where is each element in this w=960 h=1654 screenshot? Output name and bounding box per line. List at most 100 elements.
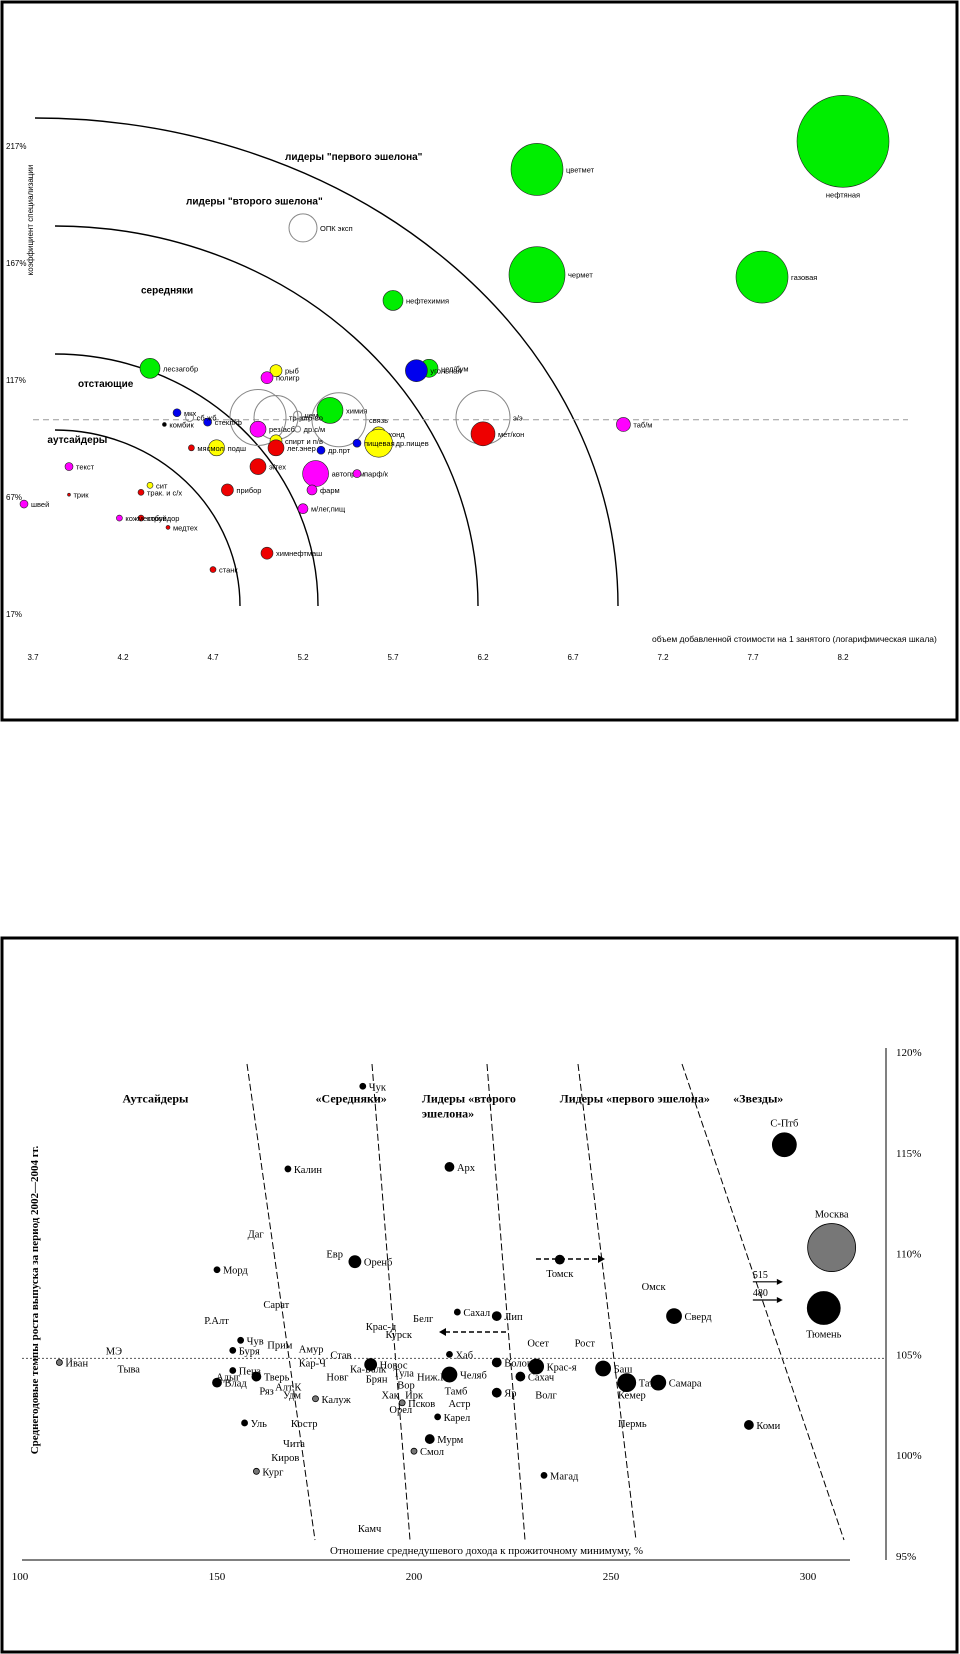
chart-2-point-label: Кар-Ч [299,1358,326,1369]
chart-1-point-подш [208,439,225,457]
chart-1-y-tick-label: 167% [6,259,26,268]
chart-1-point-label: сит [156,481,168,490]
chart-2-point-label: Мурм [437,1435,463,1446]
chart-1-point-label: швей [31,500,49,509]
chart-2-point-Самара [650,1374,667,1391]
chart-1-point-label: др.с/м [304,425,326,434]
chart-1-x-tick-label: 6.7 [567,653,579,662]
chart-2-y-tick-label: 100% [896,1450,922,1462]
chart-2-point-Баш [595,1360,612,1377]
chart-2-point-label: Омск [642,1282,667,1293]
chart-2-point-label: Белг [413,1314,434,1325]
chart-2-point-Тверь [251,1371,262,1382]
chart-2-ticks: 100 150 200 250 300 120% 115% 110% 105% 100% 95% [12,1047,922,1583]
chart-1-point-label: полигр [276,374,300,383]
chart-2-point-Арх [444,1162,455,1172]
chart-1-point-прибор [221,483,234,497]
chart-2-point-Сахал [453,1308,461,1316]
chart-1-arcs [33,117,908,607]
chart-2-point-label: Кург [262,1467,284,1478]
chart-1-point-лесзагобр [139,357,161,379]
chart-1-point-фарм [306,484,318,496]
chart-2-point-label: Морд [223,1266,248,1277]
chart-2-y-tick-label: 105% [896,1349,922,1361]
chart-2-x-axis-label: Отношение среднедушевого дохода к прожит… [330,1545,643,1557]
chart-2-point-label: Калуж [322,1395,352,1406]
chart-2-point-label: Чув [247,1336,264,1347]
chart-2-points: Чук С-Птб Калин Арх Москва Даг Морд Евр Оренб Том… [56,1082,857,1535]
chart-2-point-label: Орел [389,1405,412,1416]
chart-1-point-связь [311,392,367,448]
chart-2-group-label: Аутсайдеры [122,1091,189,1105]
chart-1-boundary-arc [54,225,479,607]
chart-2-point-label: Тыва [118,1365,141,1376]
chart-2-point-Сахач [515,1371,526,1382]
chart-1-ticks: 3.7 4.2 4.7 5.2 5.7 6.2 6.7 7.2 7.7 8.2 217% 167% 11… [6,142,849,662]
chart-1-point-label: лесзагобр [163,364,198,373]
chart-2-bands [22,1048,887,1561]
chart-2-point-label: Лип [504,1312,523,1323]
chart-1-point-label: мет/кон [498,430,524,439]
chart-1-point-label: м/лег,пищ [311,505,345,514]
chart-1-point-label: химнефтмаш [276,549,322,558]
chart-2-point-label: МЭ [106,1346,122,1357]
chart-2-point-Новос [364,1358,378,1371]
chart-1-point-label: ОПК эксп [320,224,353,233]
chart-2-point-Мурм [424,1434,435,1444]
chart-1-point-label: др.пищев [396,439,429,448]
chart-1-point-label: рыб [285,367,299,376]
chart-1-point-текст [64,462,74,471]
chart-1-point-label: прибор [236,486,261,495]
chart-2-point-label: Сверд [685,1312,713,1323]
chart-2-point-label: Баш [614,1365,633,1376]
chart-2-point-label: Сарат [263,1300,289,1311]
chart-2-point-Влад [212,1377,222,1388]
chart-1-point-label: мясмол [197,444,224,453]
chart-2-point-label: Кемер [618,1391,646,1402]
chart-2-point-label: Пенз [239,1367,261,1378]
chart-1-point-label: комбик [169,420,194,429]
chart-2-point-label: Курск [385,1330,412,1341]
chart-2-point-label: Р.Алт [204,1316,229,1327]
chart-2-point-Кург [252,1467,260,1475]
chart-2-annotation: 480 [753,1288,768,1299]
chart-2-point-label: Костр [291,1419,318,1430]
chart-1-point-label: текст [76,463,95,472]
chart-1-point-label: др.прт [328,446,351,455]
chart-1-group-label: лидеры "второго эшелона" [186,197,323,208]
chart-2-point-label: Арх [457,1163,476,1174]
chart-1-point-цем [293,410,303,420]
chart-2-point-label: Чук [369,1082,387,1093]
chart-1-points: нефтяная цветмет ОПК эксп чермет газовая нефт… [19,95,890,575]
chart-2-point-Магад [540,1471,548,1479]
chart-2-point-label: Тула [393,1369,414,1380]
chart-1-point-label: станк [219,566,238,575]
chart-2-point-Калуж [312,1395,319,1403]
chart-2-point-label: Буря [239,1346,260,1357]
chart-2-point-label: Брян [366,1375,388,1386]
chart-1-x-tick-label: 7.7 [747,653,759,662]
chart-1-x-axis-label: объем добавленной стоимости на 1 занятог… [652,634,937,644]
chart-1-point-стройдор [137,514,145,522]
chart-2-point-label: Став [330,1350,351,1361]
chart-2-point-label: Карел [444,1413,471,1424]
chart-1-x-tick-label: 4.2 [117,653,129,662]
chart-2-y-tick-label: 95% [896,1551,916,1563]
chart-2: Среднегодовые темпы роста выпуска за пер… [0,936,959,1654]
chart-2-point-label: Коми [756,1421,780,1432]
chart-2-point-label: Осет [527,1338,549,1349]
chart-2-point-Чук [359,1082,367,1090]
chart-2-point-label: Удм [283,1391,301,1402]
chart-1-point-таб-м [616,417,631,432]
chart-1-point-комбик [162,422,167,427]
chart-1-point-label: фарм [320,486,340,495]
chart-1-point-label: цем [305,411,319,420]
chart-1-point-лег-энер [267,439,285,457]
chart-1-point-э-тех [249,458,267,475]
chart-2-point-label: Крас-д [366,1322,397,1333]
chart-2-point-Чув [237,1336,245,1344]
chart-2-point-label: Чита [283,1439,305,1450]
chart-1-x-tick-label: 8.2 [837,653,849,662]
chart-1-point-label: лег.энер [287,444,316,453]
chart-2-annotation: 515 [753,1270,768,1281]
